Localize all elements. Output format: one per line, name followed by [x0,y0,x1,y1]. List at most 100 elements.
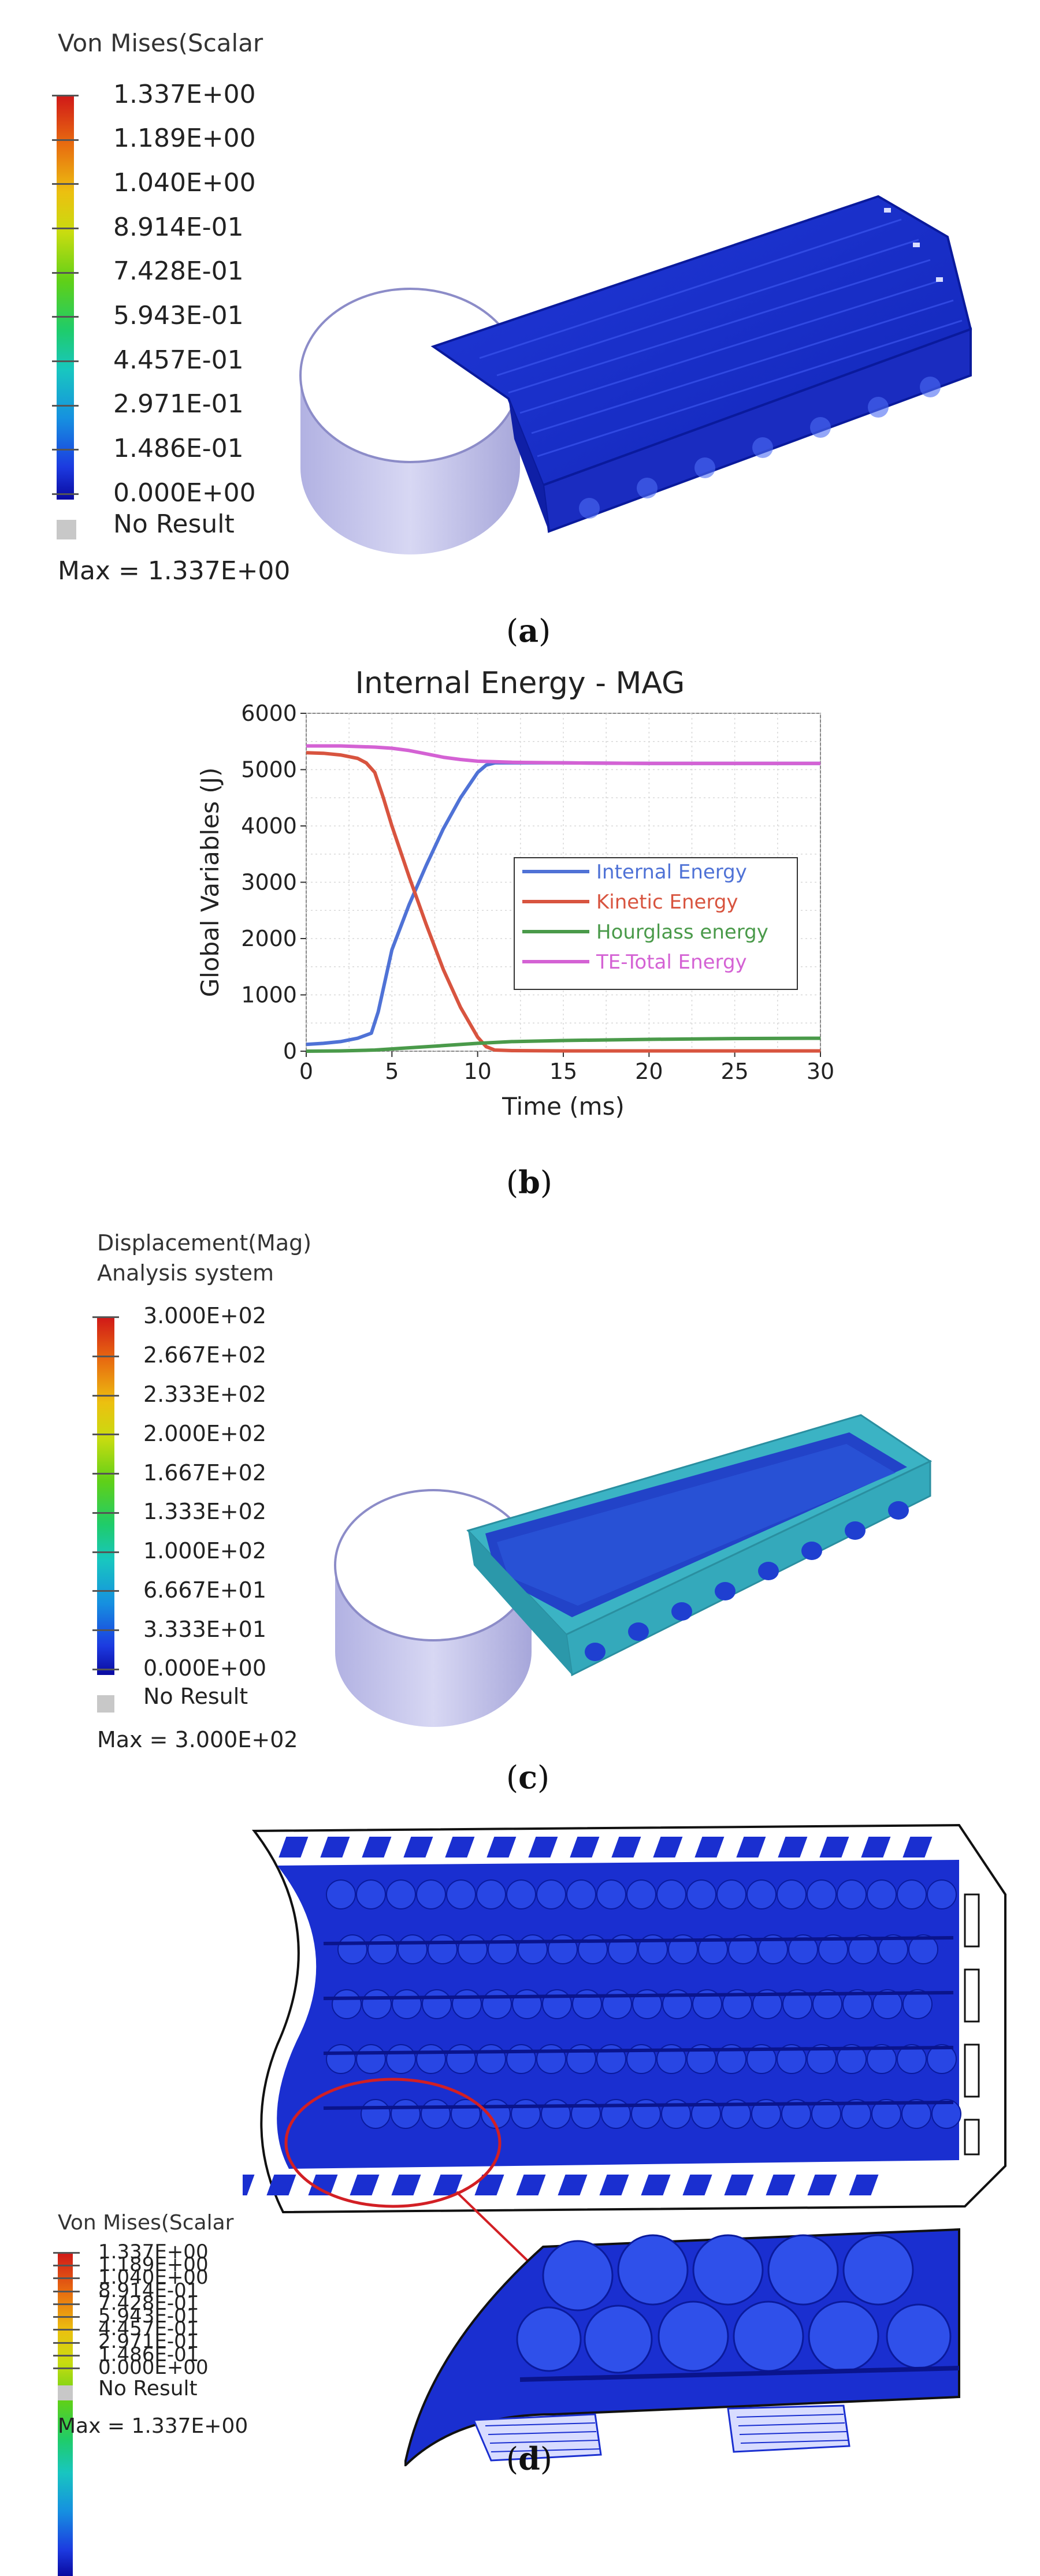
series-line-kinetic-energy [306,751,820,1053]
cell [692,1989,722,2019]
cell [781,2099,811,2129]
legend-level-label: 1.040E+00 [98,2266,209,2290]
y-tick-label: 4000 [241,813,297,839]
color-bar-tick [92,1551,119,1553]
color-bar [57,95,74,500]
cell [337,1934,367,1964]
cell [571,2099,601,2129]
legend-level-label: 1.667E+02 [143,1460,266,1486]
cell [782,1989,812,2019]
color-bar-tick [52,139,79,141]
legend-level-label: 3.333E+01 [143,1616,266,1642]
cell [542,1989,572,2019]
color-bar-tick [92,1629,119,1632]
legend-level-label: 1.040E+00 [113,168,256,198]
x-tick-label: 15 [549,1059,577,1084]
cell [777,2044,807,2074]
cell [716,1879,746,1909]
legend-level-label: 2.971E-01 [113,389,244,419]
rail-stripe [243,2175,255,2195]
cell [728,1934,758,1964]
legend-level-label: 8.914E-01 [98,2279,199,2302]
cell [536,2044,566,2074]
x-tick-label: 10 [463,1059,491,1084]
color-bar-tick [92,1669,119,1670]
cell [361,2099,391,2129]
legend-level-label: 0.000E+00 [113,478,256,508]
cell [326,1879,356,1909]
cell [686,2044,716,2074]
color-bar-tick [53,2367,80,2369]
color-bar-tick [53,2303,80,2305]
legend-level-label: 2.000E+02 [143,1420,266,1446]
legend-level-label: 3.000E+02 [143,1303,266,1329]
legend-level-label: 1.486E-01 [113,434,244,464]
cell [422,1989,452,2019]
cell [746,2044,777,2074]
cell [511,2099,541,2129]
rail-stripe [278,1837,309,1857]
x-tick-label: 20 [635,1059,663,1084]
rail-stripe [682,2175,712,2195]
color-bar-tick [53,2265,80,2267]
cell [722,1989,752,2019]
cell [428,1934,458,1964]
color-bar-tick [52,404,79,407]
legend-entry: Internal Energy [596,861,747,884]
legend-level-label: 2.971E-01 [98,2330,199,2354]
cell [488,1934,518,1964]
y-tick-label: 3000 [241,870,297,895]
cell [777,1879,807,1909]
rail-stripe [320,1837,350,1857]
y-axis-label: Global Variables (J) [196,768,224,997]
legend-level-label: 1.337E+00 [98,2240,209,2264]
color-bar-tick [52,360,79,362]
cell [878,1934,908,1964]
cell [512,1989,542,2019]
x-tick-label: 5 [385,1059,399,1084]
rail-stripe [807,2175,837,2195]
cell [386,1879,416,1909]
x-tick-label: 0 [299,1059,313,1084]
cell [716,2044,746,2074]
cell [326,2044,356,2074]
caption-a: (a) [506,612,551,649]
legend-level-label: 1.333E+02 [143,1499,266,1525]
legend-entry: Kinetic Energy [596,891,738,914]
cell [818,1934,848,1964]
cell [927,1879,957,1909]
cell [386,2044,416,2074]
cell [867,2044,897,2074]
legend-level-label: 1.337E+00 [113,79,256,109]
x-axis-label: Time (ms) [502,1092,625,1121]
rail-stripe [391,2175,421,2195]
cell [421,2099,451,2129]
cell [541,2099,571,2129]
no-result-swatch [57,520,76,539]
legend-entry: Hourglass energy [596,921,768,944]
cell [416,2044,446,2074]
color-bar-tick [52,183,79,185]
legend-level-label: 5.943E-01 [98,2305,199,2328]
legend-level-label: 5.943E-01 [113,301,244,331]
color-bar-tick [92,1394,119,1397]
rail-stripe [445,1837,475,1857]
cell [842,1989,872,2019]
cell [721,2099,751,2129]
cell [476,1879,506,1909]
legend-level-label: 6.667E+01 [143,1577,266,1603]
zoom-inset [404,2228,960,2466]
legend-level-label: 2.667E+02 [143,1342,266,1368]
legend-title-line-2: Analysis system [97,1260,274,1286]
cell [698,1934,728,1964]
cell [482,1989,512,2019]
cell [356,1879,386,1909]
color-bar-tick [52,228,79,229]
panel-d: Von Mises(Scalar 1.337E+00 1.189E+00 1.040… [0,1814,1040,2576]
rail-stripe [528,1837,558,1857]
x-tick-label: 30 [807,1059,834,1084]
legend-level-label: 0.000E+00 [98,2355,209,2379]
cell [476,2044,506,2074]
legend-title: Von Mises(Scalar [58,2211,234,2235]
rail-stripe [694,1837,725,1857]
